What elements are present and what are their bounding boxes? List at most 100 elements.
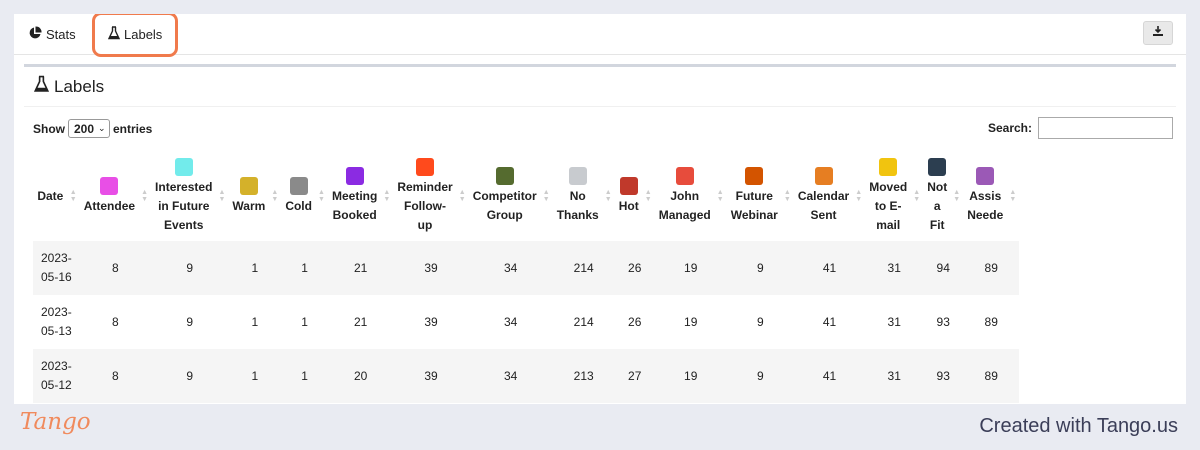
sort-icon: ▲ ▼ — [271, 189, 279, 203]
count-cell: 41 — [793, 241, 866, 295]
label-color-swatch — [814, 167, 833, 185]
count-cell: 41 — [793, 349, 866, 403]
column-header[interactable]: Date ▲ ▼ — [33, 151, 80, 241]
count-cell: 34 — [504, 314, 518, 329]
column-header-text: Warm — [232, 198, 266, 213]
column-header[interactable]: Attendee ▲ ▼ — [80, 151, 151, 241]
count-cell: 93 — [923, 349, 964, 403]
column-header-text: Events — [164, 217, 204, 232]
column-header[interactable]: Meeting Booked ▲ ▼ — [328, 151, 393, 241]
sort-icon: ▲ ▼ — [644, 189, 652, 203]
sort-icon: ▲ ▼ — [953, 189, 961, 203]
column-header[interactable]: Not a Fit ▲ ▼ — [923, 151, 963, 241]
tango-logo: Tango — [20, 409, 91, 435]
table-header-row: Date ▲ ▼ Attendee ▲ ▼ Interested in Future Event… — [33, 151, 1019, 241]
entries-select[interactable]: 200 ⌄ — [68, 119, 110, 138]
label-color-swatch — [619, 176, 638, 195]
entries-value: 200 — [74, 121, 95, 136]
tab-bar: Stats Labels — [14, 14, 1186, 57]
sort-icon: ▲ ▼ — [141, 189, 149, 203]
column-header[interactable]: No Thanks ▲ ▼ — [553, 151, 615, 241]
main-card: Stats Labels Labels Show 200 ⌄ — [14, 14, 1186, 404]
flask-icon — [33, 75, 54, 98]
download-button[interactable] — [1143, 21, 1173, 45]
count-cell: 20 — [327, 349, 394, 403]
label-color-swatch — [675, 167, 694, 185]
count-cell: 31 — [865, 349, 924, 403]
date-cell: 2023- 05-13 — [33, 295, 80, 349]
tab-stats-label: Stats — [46, 27, 76, 42]
column-header[interactable]: Competitor Group ▲ ▼ — [469, 151, 553, 241]
download-icon — [1152, 24, 1164, 42]
label-color-swatch — [239, 176, 258, 195]
column-header-text: Fit — [929, 217, 945, 232]
count-cell: 1 — [228, 349, 282, 403]
column-header-text: Sent — [810, 208, 837, 222]
count-cell: 31 — [887, 314, 901, 329]
column-header[interactable]: Warm ▲ ▼ — [228, 151, 281, 241]
column-header[interactable]: Assis Neede ▲ ▼ — [963, 151, 1019, 241]
count-cell: 19 — [654, 349, 727, 403]
entries-control: Show 200 ⌄ entries — [33, 119, 152, 138]
table-body: 2023- 05-16 8 9 1 1 21 39 34 214 26 19 9 41 31 94 89 2023… — [33, 241, 1020, 403]
sort-icon: ▲ ▼ — [69, 189, 77, 203]
column-header[interactable]: Calendar Sent ▲ ▼ — [794, 151, 865, 241]
column-header[interactable]: Future Webinar ▲ ▼ — [727, 151, 794, 241]
count-cell: 1 — [251, 314, 259, 329]
column-header-text: Calendar — [797, 189, 850, 203]
sort-icon: ▲ ▼ — [218, 189, 226, 203]
column-header[interactable]: Cold ▲ ▼ — [281, 151, 328, 241]
tab-stats[interactable]: Stats — [28, 14, 76, 55]
count-cell: 34 — [468, 241, 553, 295]
column-header-text: up — [417, 217, 433, 232]
column-header-text: Follow- — [404, 198, 446, 213]
column-header[interactable]: John Managed ▲ ▼ — [655, 151, 727, 241]
label-color-swatch — [174, 157, 193, 176]
tab-labels[interactable]: Labels — [107, 14, 162, 55]
count-cell: 214 — [552, 241, 615, 295]
table-row: 2023- 05-13 8 9 1 1 21 39 34 214 26 19 9 41 31 93 89 — [33, 295, 1019, 349]
date-cell: 2023- 05-16 — [33, 241, 80, 295]
entries-label: entries — [113, 121, 153, 136]
label-color-swatch — [100, 176, 119, 195]
label-color-swatch — [416, 157, 434, 176]
sort-icon: ▲ ▼ — [783, 189, 791, 203]
column-header-text: Competitor — [472, 189, 537, 203]
date-text: 05-12 — [41, 378, 72, 392]
label-color-swatch — [976, 167, 995, 185]
column-header[interactable]: Moved to E-mail ▲ ▼ — [865, 151, 923, 241]
column-header-text: Assis — [969, 189, 1002, 203]
column-header-text: Moved — [869, 179, 908, 194]
count-cell: 34 — [468, 349, 553, 403]
column-header[interactable]: Interested in Future Events ▲ ▼ — [151, 151, 228, 241]
count-cell: 27 — [614, 349, 655, 403]
sort-icon: ▲ ▼ — [604, 189, 612, 203]
label-color-swatch — [345, 167, 364, 185]
label-color-swatch — [745, 167, 764, 185]
date-cell: 2023- 05-12 — [33, 349, 80, 403]
count-cell: 26 — [614, 241, 655, 295]
search-input[interactable] — [1038, 117, 1173, 139]
count-cell: 9 — [726, 241, 794, 295]
sort-icon: ▲ ▼ — [458, 189, 466, 203]
column-header-text: Meeting — [331, 189, 378, 203]
column-header[interactable]: Reminder Follow-up ▲ ▼ — [393, 151, 468, 241]
count-cell: 89 — [963, 349, 1020, 403]
column-header-text: Cold — [285, 198, 312, 213]
column-header-text: mail — [876, 217, 901, 232]
count-cell: 39 — [424, 314, 438, 329]
date-text: 2023- — [41, 359, 72, 373]
label-color-swatch — [928, 157, 947, 176]
created-with-text: Created with Tango.us — [979, 415, 1178, 437]
table-row: 2023- 05-12 8 9 1 1 20 39 34 213 27 19 9 41 31 93 89 — [33, 349, 1020, 403]
count-cell: 21 — [353, 314, 368, 329]
column-header-text: Thanks — [556, 208, 599, 222]
column-header-text: Interested — [155, 179, 213, 194]
count-cell: 26 — [628, 314, 642, 329]
sort-icon: ▲ ▼ — [716, 189, 724, 203]
count-cell: 9 — [151, 241, 229, 295]
column-header-text: Not — [927, 179, 948, 194]
sort-icon: ▲ ▼ — [855, 189, 863, 203]
count-cell: 19 — [684, 314, 698, 329]
column-header[interactable]: Hot ▲ ▼ — [615, 151, 655, 241]
